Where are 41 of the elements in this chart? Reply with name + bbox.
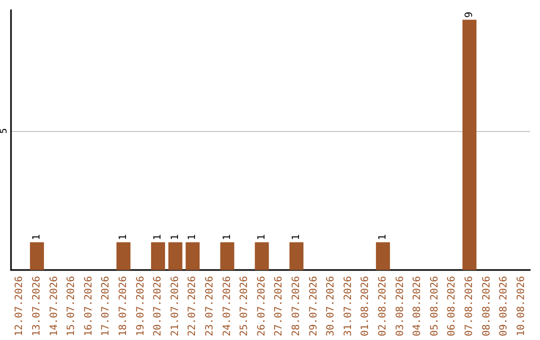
x-tick-label: 24.07.2026 (222, 276, 233, 336)
x-tick-label: 09.08.2026 (498, 276, 510, 336)
data-label: 1 (152, 234, 164, 240)
x-tick-label: 10.08.2026 (516, 276, 527, 336)
data-label: 1 (290, 234, 302, 240)
x-tick-label: 01.08.2026 (360, 276, 372, 336)
x-tick-label: 08.08.2026 (481, 276, 492, 336)
x-tick-label: 03.08.2026 (394, 276, 406, 336)
x-tick-label: 27.07.2026 (274, 276, 285, 336)
x-tick-label: 17.07.2026 (100, 276, 112, 336)
x-tick-label: 30.07.2026 (326, 276, 337, 336)
data-label: 1 (222, 234, 233, 240)
data-label: 1 (31, 234, 42, 240)
data-label: 9 (464, 12, 475, 18)
x-tick-label: 23.07.2026 (204, 276, 216, 336)
x-tick-label: 15.07.2026 (66, 276, 78, 336)
x-tick-label: 22.07.2026 (187, 276, 198, 336)
x-tick-label: 14.07.2026 (48, 276, 60, 336)
data-label: 1 (187, 234, 198, 240)
x-tick-label: 21.07.2026 (170, 276, 181, 336)
data-label: 1 (256, 234, 268, 240)
x-tick-label: 13.07.2026 (31, 276, 42, 336)
x-tick-label: 06.08.2026 (446, 276, 458, 336)
data-label: 1 (170, 234, 181, 240)
x-tick-label: 29.07.2026 (308, 276, 320, 336)
x-tick-label: 18.07.2026 (118, 276, 129, 336)
x-tick-label: 16.07.2026 (83, 276, 94, 336)
y-tick-label: 5 (0, 128, 10, 134)
x-tick-label: 12.07.2026 (14, 276, 26, 336)
x-tick-label: 19.07.2026 (135, 276, 146, 336)
x-tick-label: 20.07.2026 (152, 276, 164, 336)
x-tick-label: 07.08.2026 (464, 276, 475, 336)
data-label: 1 (118, 234, 129, 240)
data-label: 1 (377, 234, 388, 240)
x-tick-label: 02.08.2026 (377, 276, 388, 336)
x-tick-label: 26.07.2026 (256, 276, 268, 336)
x-tick-label: 25.07.2026 (239, 276, 250, 336)
x-tick-label: 04.08.2026 (412, 276, 424, 336)
x-tick-label: 28.07.2026 (290, 276, 302, 336)
x-tick-label: 31.07.2026 (342, 276, 354, 336)
x-tick-label: 05.08.2026 (429, 276, 440, 336)
